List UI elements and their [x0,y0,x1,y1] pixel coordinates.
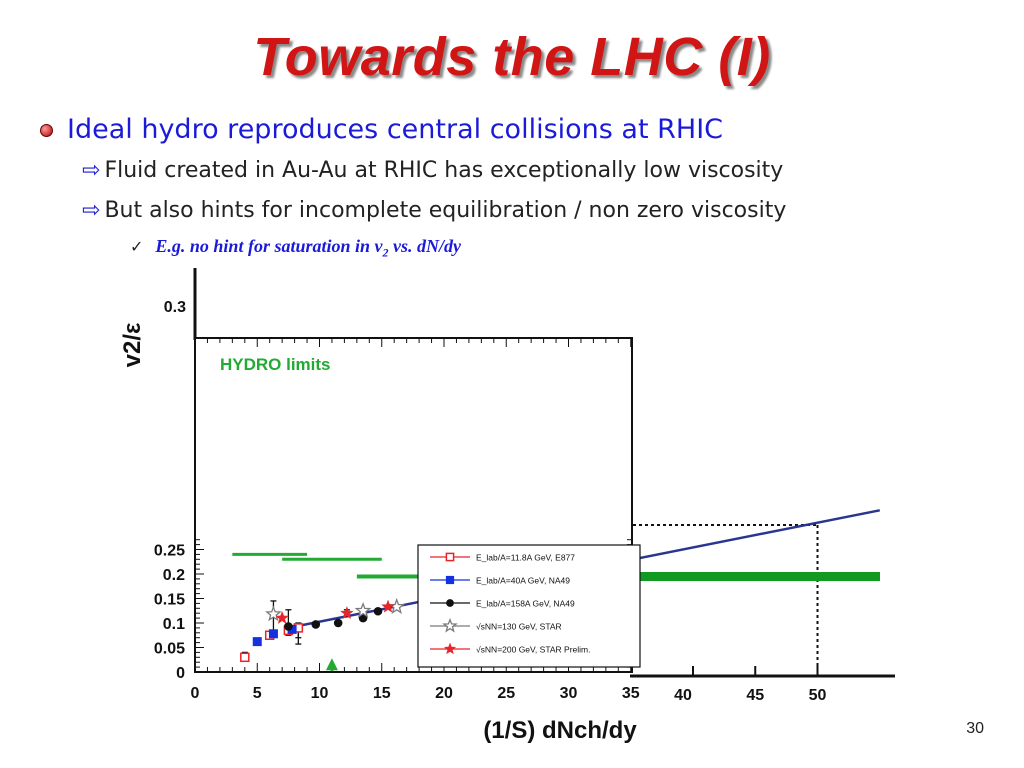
legend-marker [443,642,457,655]
x-tick-label: 10 [311,685,329,702]
y-tick-label: 0.05 [154,641,185,658]
y-tick-label: 0.1 [163,616,185,633]
sub-sub-bullet-text-b: vs. dN/dy [388,236,461,256]
bullet-main: Ideal hydro reproduces central collision… [40,114,723,145]
arrow-right-icon: ⇨ [82,198,101,223]
y-tick-label: 0 [176,665,185,682]
bullet-main-text: Ideal hydro reproduces central collision… [67,114,724,145]
data-point-series-0 [240,652,250,663]
legend-label: √sNN=200 GeV, STAR Prelim. [476,645,591,655]
extended-x-tick-label: 50 [809,687,827,704]
data-point-series-2 [358,613,368,623]
sub-bullet-1-text: Fluid created in Au-Au at RHIC has excep… [104,158,784,183]
checkmark-icon: ✓ [130,237,144,256]
extended-x-tick-label: 40 [674,687,692,704]
extended-y-tick-label: 0.3 [164,299,186,316]
data-point-series-3 [265,605,282,622]
page-number: 30 [966,720,984,737]
legend-marker [446,599,454,607]
legend-label: E_lab/A=40A GeV, NA49 [476,576,570,586]
sub-bullet-1: ⇨ Fluid created in Au-Au at RHIC has exce… [82,158,783,183]
bullet-dot-icon [40,124,53,137]
sub-sub-bullet: ✓ E.g. no hint for saturation in v2 vs. d… [130,236,461,261]
x-axis-label: (1/S) dNch/dy [483,717,637,744]
legend-marker [445,575,455,585]
x-tick-label: 25 [497,685,515,702]
legend-box [417,544,641,668]
x-tick-label: 5 [253,685,262,702]
data-point-series-1 [252,637,262,647]
x-tick-label: 20 [435,685,453,702]
axis-text-layer: 0 5 10 15 20 25 30 35 0 0.05 0.1 0.15 0.2 0.25 40 45 50 0… [119,299,827,744]
x-tick-label: 0 [191,685,200,702]
sub-sub-bullet-subscript: 2 [382,245,389,260]
sub-sub-bullet-text-a: E.g. no hint for saturation in v [155,236,383,256]
arrow-right-icon: ⇨ [82,158,101,183]
data-point-series-2 [284,622,293,631]
y-axis-label: v2/ε [119,323,146,368]
data-point-series-4 [340,605,354,620]
y-tick-label: 0.15 [154,592,185,609]
data-point-series-4 [275,610,289,624]
data-point-series-4 [381,599,395,613]
legend-label: √sNN=130 GeV, STAR [476,622,562,632]
data-point-series-2 [333,618,343,628]
data-point-series-1 [268,629,278,639]
data-point-series-2 [311,620,321,629]
x-tick-label: 15 [373,685,391,702]
sub-bullet-2: ⇨ But also hints for incomplete equilibra… [82,198,786,223]
legend-label: E_lab/A=11.8A GeV, E877 [476,553,575,563]
data-point-series-2 [373,606,383,616]
y-tick-label: 0.2 [163,567,185,584]
green-arrow-head [325,658,338,671]
legend-layer: E_lab/A=11.8A GeV, E877 E_lab/A=40A GeV, … [417,544,641,668]
legend-marker [442,617,458,633]
legend-label: E_lab/A=158A GeV, NA49 [476,599,575,609]
sub-bullet-2-text: But also hints for incomplete equilibrat… [104,198,787,223]
x-tick-label: 35 [622,685,640,702]
legend-marker [445,552,455,562]
slide-title: Towards the LHC (I) [253,27,771,87]
data-point-series-3 [354,601,372,618]
x-tick-label: 30 [560,685,578,702]
extended-x-tick-label: 45 [746,687,764,704]
hydro-limits-annotation: HYDRO limits [220,355,331,374]
y-tick-label: 0.25 [154,543,185,560]
